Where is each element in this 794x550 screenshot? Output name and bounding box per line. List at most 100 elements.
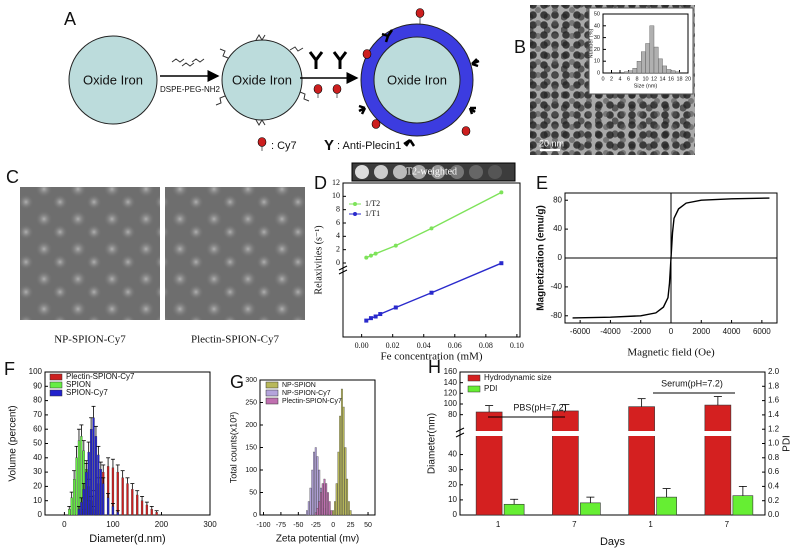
legend-label: NP-SPION	[282, 382, 316, 389]
x-tick-label: 100	[106, 520, 120, 529]
data-point	[364, 255, 369, 260]
x-tick-label: 0	[331, 522, 335, 529]
panel-label: H	[428, 357, 441, 377]
y-tick-label: 40	[594, 23, 600, 29]
y-tick-label: 4	[336, 231, 340, 240]
panel-label: F	[4, 359, 15, 379]
legend-label: SPION	[66, 380, 91, 389]
data-point	[364, 318, 369, 323]
bar	[140, 500, 144, 516]
x-tick-label: 7	[725, 520, 730, 529]
y-axis-label: Number (%)	[588, 29, 594, 59]
x-tick-label: 6000	[753, 327, 771, 336]
y-tick-label: 0	[38, 510, 43, 519]
y-tick-label: 150	[245, 444, 257, 451]
legend-label: Plectin-SPION-Cy7	[282, 398, 342, 405]
data-point	[393, 305, 398, 310]
antibody	[308, 51, 348, 69]
y-tick-label: 100	[444, 399, 458, 408]
y-tick-label: 10	[332, 191, 340, 200]
bar	[323, 478, 326, 516]
plot-frame	[342, 182, 521, 338]
y-tick-label: 0	[336, 258, 340, 267]
x-tick-label: 2	[610, 76, 613, 82]
y-tick-label: 80	[33, 396, 42, 405]
x-tick-label: -50	[293, 522, 303, 529]
legend-label: Plectin-SPION-Cy7	[66, 372, 135, 381]
bar	[328, 501, 331, 516]
data-point	[373, 314, 378, 319]
y-tick-label: 160	[444, 367, 458, 376]
y-tick-label: 10	[33, 496, 42, 505]
bar	[70, 497, 73, 516]
y-tick-label: -80	[550, 311, 562, 320]
x-axis-label: Zeta potential (mv)	[276, 534, 359, 545]
histogram-bar	[675, 71, 680, 74]
legend-swatch	[467, 374, 481, 382]
x-tick-label: 8	[635, 76, 638, 82]
x-tick-label: -6000	[570, 327, 591, 336]
x-tick-label: 4	[618, 76, 621, 82]
y2-tick-label: 0.8	[768, 453, 780, 462]
y-tick-label: 30	[448, 465, 457, 474]
data-point	[368, 316, 373, 321]
x-axis-label: Days	[600, 536, 626, 548]
bar	[334, 501, 336, 516]
histogram-bar	[636, 61, 642, 74]
y-tick-label: 40	[33, 453, 42, 462]
bar	[339, 415, 342, 516]
y-tick-label: 300	[245, 377, 257, 384]
histogram-bar	[628, 70, 633, 74]
peg-chain	[215, 34, 310, 126]
tem-image	[20, 187, 160, 320]
bar	[116, 471, 119, 516]
data-line	[365, 262, 502, 322]
bar	[311, 469, 314, 516]
bar	[347, 501, 350, 516]
y-tick-label: 20	[448, 480, 457, 489]
y2-tick-label: 0.2	[768, 496, 780, 505]
panel-label: G	[230, 372, 244, 392]
bar	[99, 469, 102, 516]
histogram-bar	[670, 70, 676, 74]
histogram-bar	[649, 25, 655, 74]
bar	[89, 429, 93, 516]
y-tick-label: 30	[33, 467, 42, 476]
bar	[68, 509, 71, 516]
y2-tick-label: 0.6	[768, 467, 780, 476]
histogram-bar	[653, 46, 659, 74]
histogram-bar	[645, 43, 650, 74]
x-tick-label: 0.10	[510, 341, 524, 350]
x-axis-label: Diameter(d.nm)	[89, 533, 165, 545]
bar	[85, 471, 88, 516]
x-tick-label: 14	[659, 76, 665, 82]
y-tick-label: 50	[33, 439, 42, 448]
legend-label: SPION-Cy7	[66, 388, 108, 397]
particle-core	[373, 36, 461, 124]
bar	[309, 487, 312, 516]
bar	[126, 483, 129, 516]
axis-break	[338, 265, 348, 275]
data-point	[429, 290, 434, 295]
y-tick-label: 250	[245, 399, 257, 406]
x-tick-label: -25	[311, 522, 321, 529]
legend-label: NP-SPION-Cy7	[282, 390, 331, 397]
x-tick-label: 4000	[723, 327, 741, 336]
y2-tick-label: 0.0	[768, 510, 780, 519]
y-tick-label: 120	[444, 388, 458, 397]
bar	[346, 478, 349, 516]
y-tick-label: 30	[594, 35, 600, 41]
bar	[327, 492, 329, 516]
bar	[628, 406, 655, 516]
bar	[320, 492, 322, 516]
histogram-bar	[641, 51, 646, 74]
bar	[314, 512, 317, 516]
bar	[337, 451, 340, 516]
y-tick-label: 50	[249, 489, 257, 496]
y2-axis-label: PDI	[782, 435, 793, 452]
bar	[94, 436, 98, 516]
bar	[111, 506, 115, 516]
bar	[145, 504, 149, 516]
y-tick-label: 6	[336, 218, 340, 227]
peg-chain	[171, 58, 205, 67]
